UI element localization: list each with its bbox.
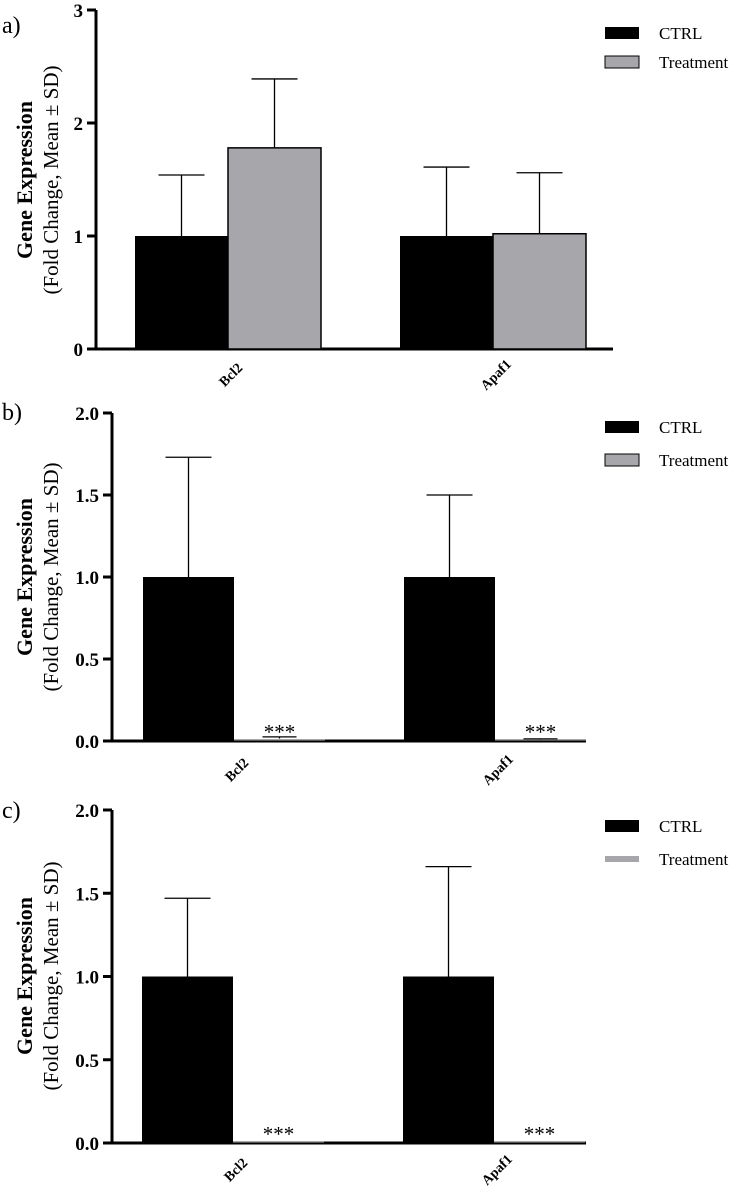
- category-label: Apaf1: [479, 1152, 515, 1188]
- legend-label-ctrl: CTRL: [659, 24, 702, 43]
- bar-ctrl-bcl2: [135, 236, 228, 349]
- category-label-group: Bcl2: [222, 1156, 251, 1185]
- y-tick-label: 1.5: [75, 486, 99, 507]
- significance-label: ***: [524, 1122, 556, 1146]
- legend-swatch-ctrl: [605, 820, 639, 832]
- legend-swatch-treatment: [604, 453, 640, 467]
- y-axis-title-main: Gene Expression: [12, 101, 37, 259]
- bar-treatment-apaf1: [494, 1141, 585, 1143]
- y-tick-label: 2.0: [75, 404, 99, 425]
- y-tick-label: 2: [74, 114, 84, 135]
- legend-swatch-ctrl: [605, 27, 639, 39]
- y-axis-title: Gene Expression (Fold Change, Mean ± SD): [12, 861, 63, 1090]
- category-label-group: Apaf1: [480, 752, 516, 788]
- y-tick-label: 0: [74, 340, 84, 361]
- bar-treatment-apaf1: [495, 739, 586, 741]
- category-label-group: Bcl2: [217, 361, 246, 390]
- y-tick-label: 0.5: [75, 1051, 99, 1072]
- y-tick-label: 0.0: [75, 1134, 99, 1155]
- y-tick-label: 1.0: [75, 968, 99, 989]
- chart-panel-b: b) Gene Expression (Fold Change, Mean ± SD…: [2, 400, 729, 789]
- y-axis-title-sub: (Fold Change, Mean ± SD): [39, 462, 63, 691]
- panel-label: b): [2, 400, 22, 426]
- bar-treatment-bcl2: [233, 1141, 324, 1143]
- category-label-group: Bcl2: [223, 756, 252, 785]
- y-tick-label: 0.5: [75, 650, 99, 671]
- category-label: Bcl2: [223, 756, 252, 785]
- bar-ctrl-apaf1: [400, 236, 493, 349]
- chart-panel-c: c) Gene Expression (Fold Change, Mean ± SD…: [2, 798, 729, 1189]
- panel-label: a): [2, 13, 21, 39]
- legend-swatch-treatment: [604, 55, 640, 69]
- category-label: Apaf1: [478, 357, 514, 393]
- legend-label-treatment: Treatment: [659, 850, 729, 869]
- category-label-group: Apaf1: [478, 357, 514, 393]
- category-label: Bcl2: [217, 361, 246, 390]
- y-tick-label: 1.5: [75, 884, 99, 905]
- legend-label-treatment: Treatment: [659, 451, 729, 470]
- category-label: Bcl2: [222, 1156, 251, 1185]
- chart-panel-a: a) Gene Expression (Fold Change, Mean ± SD…: [2, 1, 729, 394]
- y-tick-label: 2.0: [75, 801, 99, 822]
- significance-label: ***: [263, 1122, 295, 1146]
- y-axis-title: Gene Expression (Fold Change, Mean ± SD): [12, 462, 63, 691]
- y-tick-label: 1.0: [75, 568, 99, 589]
- y-tick-label: 0.0: [75, 732, 99, 753]
- y-tick-label: 3: [74, 1, 84, 22]
- bar-ctrl-apaf1: [404, 577, 495, 741]
- bar-treatment-bcl2: [227, 147, 322, 350]
- panel-label: c): [2, 798, 21, 824]
- legend-swatch-treatment: [605, 856, 639, 862]
- significance-label: ***: [525, 720, 557, 744]
- significance-label: ***: [264, 720, 296, 744]
- legend-label-treatment: Treatment: [659, 53, 729, 72]
- y-axis-title-main: Gene Expression: [12, 498, 37, 656]
- category-label: Apaf1: [480, 752, 516, 788]
- bar-ctrl-bcl2: [142, 976, 233, 1143]
- legend-swatch-ctrl: [605, 421, 639, 433]
- y-axis-title: Gene Expression (Fold Change, Mean ± SD): [12, 65, 63, 294]
- y-tick-label: 1: [74, 227, 84, 248]
- category-label-group: Apaf1: [479, 1152, 515, 1188]
- legend-label-ctrl: CTRL: [659, 817, 702, 836]
- y-axis-title-sub: (Fold Change, Mean ± SD): [39, 65, 63, 294]
- legend-label-ctrl: CTRL: [659, 418, 702, 437]
- y-axis-title-sub: (Fold Change, Mean ± SD): [39, 861, 63, 1090]
- bar-treatment-apaf1: [492, 232, 587, 350]
- bar-ctrl-bcl2: [143, 577, 234, 741]
- y-axis-title-main: Gene Expression: [12, 897, 37, 1055]
- bar-treatment-bcl2: [234, 739, 325, 741]
- bar-ctrl-apaf1: [403, 976, 494, 1143]
